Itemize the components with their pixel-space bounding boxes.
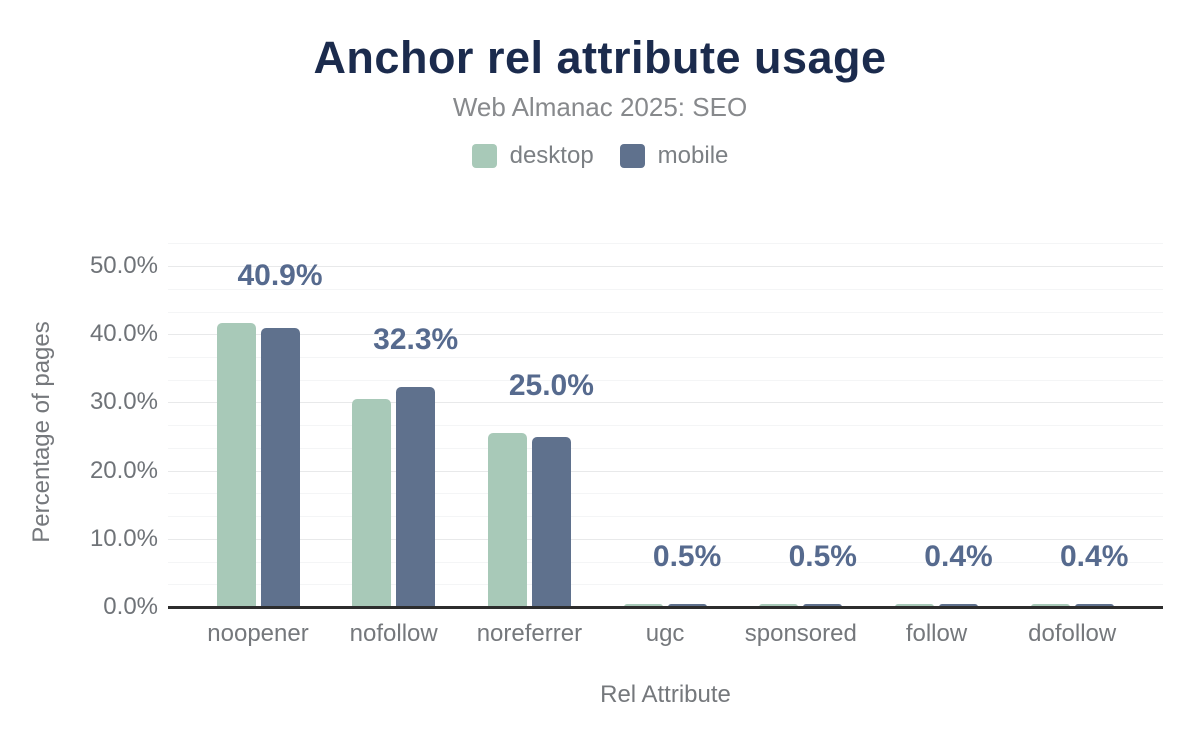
gridline-minor [168, 425, 1163, 427]
legend-label-desktop: desktop [509, 142, 594, 169]
legend-swatch-mobile [619, 144, 645, 168]
gridline-minor [168, 447, 1163, 449]
bar-mobile-ugc [667, 603, 707, 607]
gridline-minor [168, 516, 1163, 518]
bar-mobile-follow [939, 604, 978, 607]
gridline-minor [168, 584, 1163, 586]
legend-item-mobile: mobile [619, 142, 729, 170]
y-tick-label: 50.0% [89, 252, 158, 279]
data-label-ugc: 0.5% [652, 539, 722, 573]
bar-desktop-sponsored [759, 604, 799, 607]
gridline-major [168, 266, 1163, 267]
bar-desktop-ugc [623, 604, 663, 607]
y-tick-label: 10.0% [89, 524, 158, 552]
y-tick-label: 40.0% [89, 320, 158, 348]
x-axis-title: Rel Attribute [600, 681, 731, 708]
x-tick-label-ugc: ugc [645, 620, 685, 647]
data-label-sponsored: 0.5% [788, 539, 857, 573]
x-tick-label-nofollow: nofollow [349, 620, 438, 647]
bar-desktop-noreferrer [487, 433, 527, 607]
data-label-follow: 0.4% [924, 540, 993, 574]
bar-desktop-follow [895, 604, 934, 607]
y-axis-title: Percentage of pages [28, 321, 55, 543]
chart-subtitle: Web Almanac 2025: SEO [452, 92, 748, 122]
legend-swatch-desktop [471, 144, 497, 168]
gridline-major [168, 470, 1163, 472]
gridline-major [168, 538, 1163, 540]
data-label-dofollow: 0.4% [1059, 540, 1129, 574]
data-label-nofollow: 32.3% [373, 322, 459, 356]
bar-mobile-nofollow [396, 386, 436, 607]
legend-item-desktop: desktop [471, 142, 594, 170]
chart-legend: desktop mobile [0, 142, 1200, 170]
data-label-noreferrer: 25.0% [508, 369, 594, 403]
gridline-major [168, 334, 1163, 336]
bar-desktop-noopener [216, 323, 256, 607]
gridline-minor [168, 379, 1163, 381]
y-tick-label: 20.0% [89, 456, 158, 484]
gridline-minor [168, 356, 1163, 358]
x-tick-label-noopener: noopener [207, 620, 309, 647]
x-axis-line [168, 606, 1163, 609]
chart-title: Anchor rel attribute usage [313, 32, 887, 83]
data-label-noopener: 40.9% [237, 259, 323, 293]
gridline-minor [168, 493, 1163, 495]
x-tick-label-sponsored: sponsored [744, 620, 857, 647]
bar-mobile-dofollow [1074, 604, 1114, 607]
gridline-minor [168, 311, 1163, 313]
legend-label-mobile: mobile [657, 142, 729, 169]
bar-mobile-sponsored [803, 603, 843, 607]
bar-desktop-nofollow [352, 399, 392, 607]
bar-mobile-noopener [260, 328, 300, 607]
x-tick-label-follow: follow [905, 620, 968, 647]
gridline-minor [168, 561, 1163, 563]
gridline-minor [168, 243, 1163, 245]
y-tick-label: 30.0% [89, 388, 158, 416]
bar-mobile-noreferrer [531, 436, 571, 607]
x-tick-label-noreferrer: noreferrer [476, 620, 583, 647]
bar-desktop-dofollow [1030, 604, 1070, 607]
x-tick-label-dofollow: dofollow [1028, 620, 1117, 647]
gridline-major [168, 402, 1163, 404]
gridline-minor [168, 288, 1163, 290]
y-tick-label: 0.0% [103, 593, 158, 620]
